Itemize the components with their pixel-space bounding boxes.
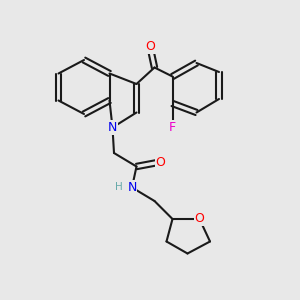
Text: N: N <box>108 121 117 134</box>
Text: F: F <box>169 121 176 134</box>
Text: O: O <box>145 40 155 53</box>
Text: O: O <box>195 212 204 226</box>
Text: O: O <box>156 155 165 169</box>
Text: H: H <box>115 182 122 193</box>
Text: N: N <box>127 181 137 194</box>
